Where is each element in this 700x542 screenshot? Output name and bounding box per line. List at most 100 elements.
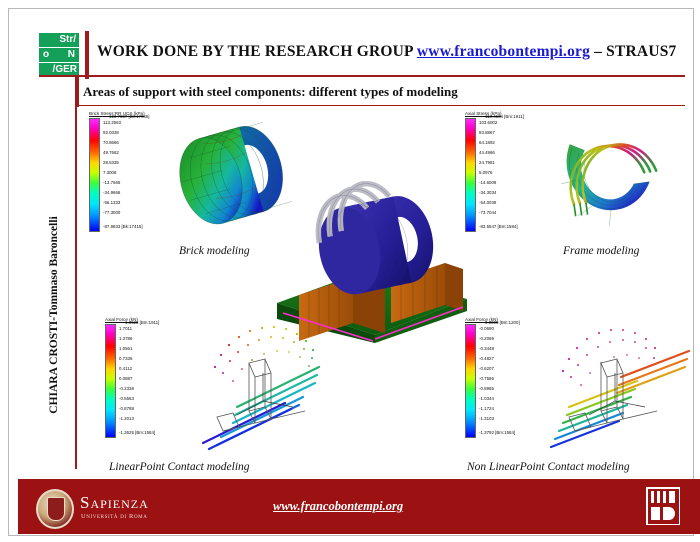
author-side-caption: CHIARA CROSTI-Tommaso Baroncelli: [48, 216, 60, 414]
logo-text-ger: /GER: [52, 64, 77, 75]
caption-non-linear-point-contact: Non LinearPoint Contact modeling: [467, 461, 630, 473]
legend-max: 1.8623 [Bm:1911]: [125, 320, 160, 325]
legend-frame: Axial Stress (kPa) 113.4504 [Bm:1911] 10…: [465, 111, 551, 232]
legend-values: 1.8623 [Bm:1911] 1.7011 1.3786 1.0561 0.…: [119, 320, 191, 436]
header-vertical-rule: [85, 31, 89, 79]
legend-tick: -0.5563: [119, 396, 134, 401]
slide-frame: Str/ o N /GER WORK DONE BY THE RESEARCH …: [8, 8, 700, 536]
legend-non-linear-point-contact: Axial Force (kN) 0.0000 [Bm:1200] -0.069…: [465, 317, 551, 438]
legend-tick: -13.7666: [103, 180, 121, 185]
figure-center-assembly: [277, 180, 467, 343]
university-name: Sapienza: [80, 493, 149, 512]
legend-min: -87.8833 [Bk:17415]: [103, 224, 143, 229]
figures-canvas: Brick Stress:RR UCS (kPa) 123.7837 [Bk:1…: [75, 105, 695, 477]
header-horizontal-rule: [39, 75, 685, 77]
legend-tick: 103.6002: [479, 120, 498, 125]
legend-tick: 7.3008: [103, 170, 117, 175]
legend-colorbar: [105, 324, 116, 438]
legend-tick: 1.0561: [119, 346, 133, 351]
legend-max: 113.4504 [Bm:1911]: [485, 114, 524, 119]
legend-tick: -1.2013: [119, 416, 134, 421]
caption-brick: Brick modeling: [179, 245, 250, 257]
legend-tick: -0.4827: [479, 356, 494, 361]
legend-tick: 0.7336: [119, 356, 133, 361]
content-left-rule: [75, 107, 77, 469]
strongеr-logo: Str/ o N /GER: [39, 33, 79, 77]
legend-tick: -34.3034: [479, 190, 497, 195]
figure-linear-point-contact-model: [201, 325, 321, 451]
logo-text-n: N: [67, 49, 75, 60]
legend-values: 113.4504 [Bm:1911] 103.6002 83.8867 64.1…: [479, 114, 551, 230]
legend-colorbar: [465, 324, 476, 438]
legend-tick: -14.6009: [479, 180, 497, 185]
legend-values: 123.7837 [Bk:17946] 113.2563 92.0338 70.…: [103, 114, 175, 230]
legend-values: 0.0000 [Bm:1200] -0.0690 -0.2069 -0.3448…: [479, 320, 551, 436]
fbo-logo-icon: [646, 487, 682, 527]
legend-colorbar: [465, 118, 476, 232]
sapienza-crest-icon: [36, 489, 74, 529]
legend-tick: 92.0338: [103, 130, 119, 135]
university-subtitle: Università di Roma: [81, 513, 148, 520]
logo-row-3: /GER: [39, 63, 79, 77]
legend-tick: 0.0887: [119, 376, 133, 381]
legend-tick: 113.2563: [103, 120, 121, 125]
slide-subtitle: Areas of support with steel components: …: [83, 84, 458, 99]
legend-tick: 24.7981: [479, 160, 495, 165]
legend-tick: 64.1892: [479, 140, 495, 145]
caption-linear-point-contact: LinearPoint Contact modeling: [109, 461, 250, 473]
logo-text-o: o: [43, 49, 50, 60]
legend-tick: 44.4966: [479, 150, 495, 155]
legend-tick: 49.7662: [103, 150, 119, 155]
legend-max: 0.0000 [Bm:1200]: [485, 320, 520, 325]
legend-tick: 83.8867: [479, 130, 495, 135]
legend-tick: -0.0690: [479, 326, 494, 331]
title-website-link[interactable]: www.francobontempi.org: [416, 43, 591, 60]
legend-tick: 1.3786: [119, 336, 133, 341]
title-suffix: – STRAUS7: [594, 43, 677, 60]
page-title: WORK DONE BY THE RESEARCH GROUP www.fran…: [97, 43, 676, 61]
figure-brick-model: [179, 122, 292, 225]
legend-tick: -0.8965: [479, 386, 494, 391]
caption-frame: Frame modeling: [563, 245, 640, 257]
legend-max: 123.7837 [Bk:17946]: [109, 114, 150, 119]
legend-title: Axial Force (kN): [105, 317, 138, 322]
legend-title: Brick Stress:RR UCS (kPa): [89, 111, 145, 116]
legend-tick: 70.8666: [103, 140, 119, 145]
legend-tick: -1.0344: [479, 396, 494, 401]
logo-text-str: Str/: [59, 34, 76, 45]
legend-tick: -1.1724: [479, 406, 494, 411]
legend-tick: -0.8788: [119, 406, 134, 411]
legend-tick: -0.2338: [119, 386, 134, 391]
legend-tick: -56.1333: [103, 200, 121, 205]
legend-tick: -0.3448: [479, 346, 494, 351]
legend-brick: Brick Stress:RR UCS (kPa) 123.7837 [Bk:1…: [89, 111, 175, 232]
legend-tick: -0.7586: [479, 376, 494, 381]
legend-tick: -0.2069: [479, 336, 494, 341]
legend-tick: -73.7044: [479, 210, 497, 215]
legend-tick: -0.6207: [479, 366, 494, 371]
slide-footer: Sapienza Università di Roma www.francobo…: [18, 479, 700, 534]
legend-tick: -1.3103: [479, 416, 494, 421]
legend-tick: 28.5335: [103, 160, 119, 165]
legend-tick: 0.4112: [119, 366, 133, 371]
subtitle-underline: [75, 105, 685, 106]
legend-title: Axial Stress (kPa): [465, 111, 502, 116]
legend-colorbar: [89, 118, 100, 232]
legend-tick: 5.0976: [479, 170, 493, 175]
logo-row-1: Str/: [39, 33, 79, 47]
logo-row-2: o N: [39, 48, 79, 62]
footer-website-link[interactable]: www.francobontempi.org: [273, 499, 404, 513]
subtitle-vertical-rule: [75, 77, 79, 107]
legend-tick: -54.0039: [479, 200, 497, 205]
legend-min: -1.3625 [Bm:1584]: [119, 430, 156, 435]
legend-tick: 1.7011: [119, 326, 133, 331]
legend-tick: -77.3000: [103, 210, 121, 215]
legend-linear-point-contact: Axial Force (kN) 1.8623 [Bm:1911] 1.7011…: [105, 317, 191, 438]
legend-min: -1.3792 [Bm:1584]: [479, 430, 516, 435]
figure-non-linear-point-contact-model: [549, 328, 691, 449]
legend-min: -83.5547 [Bm:1584]: [479, 224, 518, 229]
legend-title: Axial Force (kN): [465, 317, 498, 322]
legend-tick: -34.9666: [103, 190, 121, 195]
figure-frame-model: [561, 143, 658, 226]
